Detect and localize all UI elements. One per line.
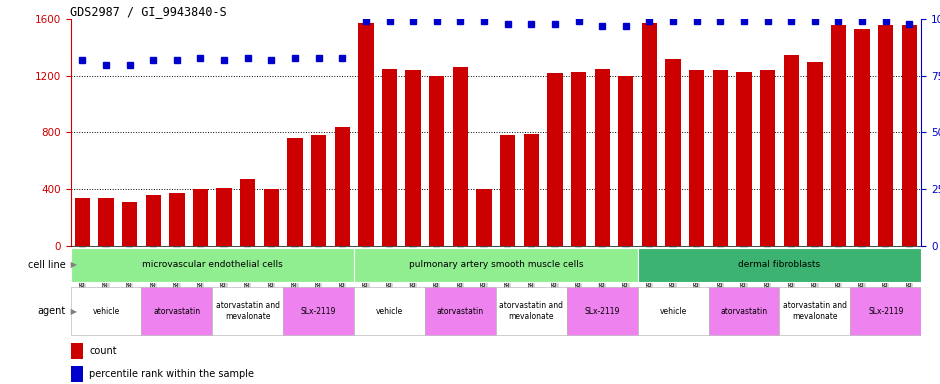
Bar [70, 248, 354, 282]
Bar [146, 195, 161, 246]
Text: agent: agent [38, 306, 66, 316]
Bar [335, 127, 350, 246]
Text: percentile rank within the sample: percentile rank within the sample [89, 369, 254, 379]
Bar [425, 287, 496, 335]
Bar [831, 25, 846, 246]
Bar [784, 55, 799, 246]
Bar [637, 287, 709, 335]
Bar [709, 287, 779, 335]
Bar [382, 69, 398, 246]
Bar [524, 134, 539, 246]
Bar [216, 188, 232, 246]
Bar [264, 189, 279, 246]
Text: ▶: ▶ [68, 306, 77, 316]
Bar [74, 198, 90, 246]
Text: atorvastatin: atorvastatin [153, 306, 200, 316]
Bar [619, 76, 634, 246]
Bar [901, 25, 917, 246]
Text: SLx-2119: SLx-2119 [585, 306, 619, 316]
Bar [779, 287, 851, 335]
Bar [70, 287, 141, 335]
Bar [637, 248, 921, 282]
Text: vehicle: vehicle [92, 306, 119, 316]
Bar [571, 71, 587, 246]
Bar [453, 67, 468, 246]
Text: microvascular endothelial cells: microvascular endothelial cells [142, 260, 283, 270]
Bar [666, 59, 681, 246]
Bar [594, 69, 610, 246]
Text: dermal fibroblasts: dermal fibroblasts [738, 260, 821, 270]
Text: ▶: ▶ [68, 260, 77, 270]
Text: cell line: cell line [28, 260, 66, 270]
Bar [689, 70, 704, 246]
Text: atorvastatin and
mevalonate: atorvastatin and mevalonate [783, 301, 847, 321]
Bar [854, 29, 870, 246]
Bar [122, 202, 137, 246]
Bar [736, 71, 752, 246]
Bar [212, 287, 283, 335]
Bar [642, 23, 657, 246]
Text: atorvastatin and
mevalonate: atorvastatin and mevalonate [215, 301, 280, 321]
Text: SLx-2119: SLx-2119 [868, 306, 903, 316]
Text: atorvastatin: atorvastatin [720, 306, 768, 316]
Bar [851, 287, 921, 335]
Bar [358, 23, 373, 246]
Bar [354, 248, 637, 282]
Bar [477, 189, 492, 246]
Bar [141, 287, 212, 335]
Text: atorvastatin: atorvastatin [437, 306, 484, 316]
Bar [500, 135, 515, 246]
Bar [429, 76, 445, 246]
Bar [70, 343, 84, 359]
Bar [760, 70, 776, 246]
Text: vehicle: vehicle [660, 306, 687, 316]
Bar [283, 287, 354, 335]
Text: pulmonary artery smooth muscle cells: pulmonary artery smooth muscle cells [409, 260, 583, 270]
Text: SLx-2119: SLx-2119 [301, 306, 337, 316]
Bar [311, 135, 326, 246]
Bar [169, 194, 184, 246]
Bar [288, 138, 303, 246]
Bar [405, 70, 421, 246]
Bar [547, 73, 563, 246]
Bar [193, 189, 208, 246]
Bar [496, 287, 567, 335]
Bar [713, 70, 728, 246]
Bar [70, 366, 84, 382]
Text: GDS2987 / GI_9943840-S: GDS2987 / GI_9943840-S [70, 5, 227, 18]
Text: atorvastatin and
mevalonate: atorvastatin and mevalonate [499, 301, 563, 321]
Bar [807, 62, 822, 246]
Bar [240, 179, 256, 246]
Bar [567, 287, 637, 335]
Bar [354, 287, 425, 335]
Bar [878, 25, 893, 246]
Bar [99, 198, 114, 246]
Text: count: count [89, 346, 117, 356]
Text: vehicle: vehicle [376, 306, 403, 316]
